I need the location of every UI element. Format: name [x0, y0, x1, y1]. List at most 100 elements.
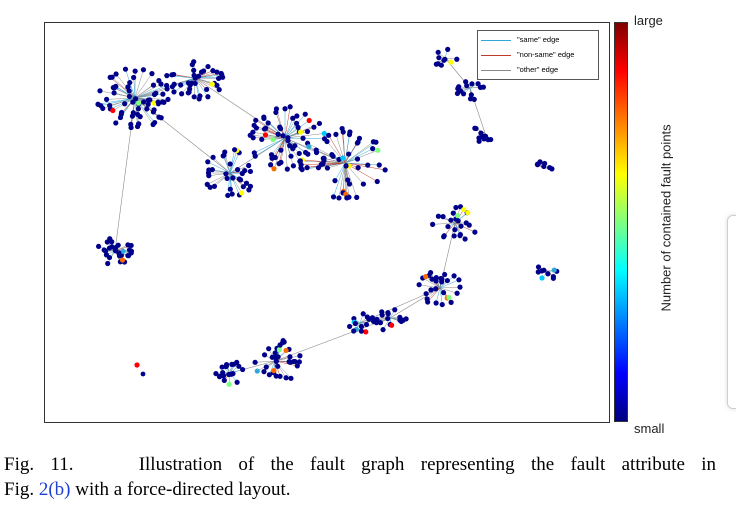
- graph-node: [275, 131, 281, 137]
- graph-edge: [100, 97, 136, 106]
- graph-node: [122, 66, 129, 72]
- graph-node: [246, 162, 252, 169]
- caption-text-2-post: with a force-directed layout.: [70, 479, 291, 500]
- graph-edge: [194, 77, 213, 85]
- graph-node: [472, 125, 478, 131]
- graph-edge: [227, 172, 231, 196]
- graph-edge: [207, 161, 231, 174]
- graph-node: [438, 275, 444, 282]
- graph-node: [304, 165, 310, 171]
- graph-node: [209, 81, 215, 87]
- graph-node: [272, 350, 278, 356]
- graph-node: [205, 170, 212, 176]
- graph-node: [278, 147, 284, 153]
- graph-node: [454, 90, 461, 97]
- graph-node: [251, 150, 257, 156]
- graph-node: [457, 284, 463, 290]
- figure-2b-link[interactable]: 2(b): [38, 479, 71, 500]
- graph-edge: [284, 133, 325, 139]
- graph-node: [297, 158, 303, 164]
- graph-node: [293, 120, 300, 126]
- graph-node: [210, 68, 216, 74]
- graph-node: [113, 120, 119, 126]
- graph-edge: [271, 137, 286, 155]
- graph-node: [551, 267, 557, 273]
- graph-edge: [344, 162, 386, 171]
- legend-line-non-same: [481, 55, 511, 56]
- graph-node: [356, 135, 363, 141]
- graph-node: [535, 269, 541, 275]
- graph-node: [392, 307, 398, 313]
- graph-edge: [425, 276, 441, 289]
- graph-node: [370, 146, 376, 152]
- graph-node: [283, 375, 289, 381]
- graph-edge: [134, 83, 162, 99]
- graph-node: [232, 147, 238, 153]
- graph-node: [471, 96, 477, 102]
- graph-node: [273, 106, 280, 112]
- graph-node: [428, 287, 434, 293]
- graph-node: [363, 329, 369, 335]
- graph-node: [285, 135, 291, 141]
- graph-node: [377, 320, 384, 326]
- graph-node: [150, 82, 157, 88]
- graph-node: [229, 191, 235, 197]
- graph-edge: [439, 287, 443, 305]
- graph-node: [109, 239, 115, 245]
- graph-node: [343, 163, 349, 169]
- graph-node: [306, 117, 312, 124]
- graph-edge: [344, 150, 378, 164]
- graph-node: [246, 187, 252, 193]
- graph-node: [228, 371, 234, 377]
- graph-node: [374, 178, 380, 185]
- graph-node: [300, 135, 306, 141]
- graph-node: [354, 194, 360, 200]
- graph-node: [221, 377, 227, 383]
- graph-node: [231, 361, 237, 367]
- graph-node: [247, 132, 253, 138]
- graph-edge: [98, 246, 116, 252]
- graph-node: [365, 162, 371, 168]
- graph-node: [397, 314, 403, 320]
- graph-node: [463, 220, 469, 226]
- graph-node: [550, 275, 556, 281]
- graph-node: [287, 104, 293, 110]
- graph-node: [129, 113, 136, 119]
- graph-node: [465, 210, 471, 216]
- graph-node: [97, 88, 103, 94]
- graph-node: [271, 368, 277, 374]
- graph-node: [227, 186, 233, 192]
- graph-node: [290, 115, 296, 121]
- graph-node: [333, 131, 339, 137]
- graph-node: [106, 254, 113, 261]
- graph-node: [346, 151, 352, 157]
- caption-line-2: Fig. 2(b) with a force-directed layout.: [4, 479, 291, 500]
- graph-node: [294, 363, 300, 369]
- graph-node: [140, 371, 146, 377]
- graph-node: [125, 242, 131, 248]
- graph-node: [240, 184, 246, 190]
- graph-node: [436, 55, 442, 61]
- graph-node: [441, 234, 447, 240]
- graph-edge: [344, 142, 377, 164]
- graph-node: [218, 70, 224, 77]
- graph-node: [284, 166, 290, 172]
- graph-node: [296, 359, 302, 365]
- graph-node: [364, 314, 370, 320]
- graph-node: [277, 373, 283, 379]
- graph-node: [477, 84, 484, 90]
- graph-node: [278, 159, 284, 165]
- graph-node: [451, 273, 457, 279]
- graph-node: [382, 167, 388, 173]
- graph-node: [376, 162, 382, 168]
- graph-node: [125, 84, 131, 90]
- legend-label-other: "other" edge: [517, 65, 559, 74]
- graph-node: [346, 181, 353, 187]
- graph-node: [223, 171, 229, 177]
- graph-edge: [173, 77, 196, 93]
- graph-node: [280, 337, 286, 344]
- graph-node: [155, 99, 161, 105]
- graph-node: [268, 162, 274, 168]
- graph-node: [535, 264, 542, 270]
- graph-edge: [333, 162, 346, 197]
